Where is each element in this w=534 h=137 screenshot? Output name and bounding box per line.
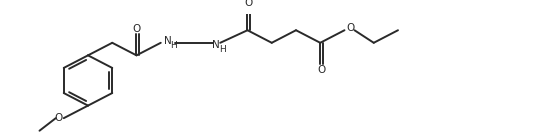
- Text: N: N: [213, 40, 220, 50]
- Text: H: H: [170, 41, 177, 50]
- Text: O: O: [245, 0, 253, 8]
- Text: N: N: [164, 36, 171, 46]
- Text: H: H: [219, 45, 226, 54]
- Text: O: O: [132, 24, 140, 34]
- Text: O: O: [347, 23, 355, 33]
- Text: O: O: [54, 113, 63, 123]
- Text: O: O: [317, 65, 325, 75]
